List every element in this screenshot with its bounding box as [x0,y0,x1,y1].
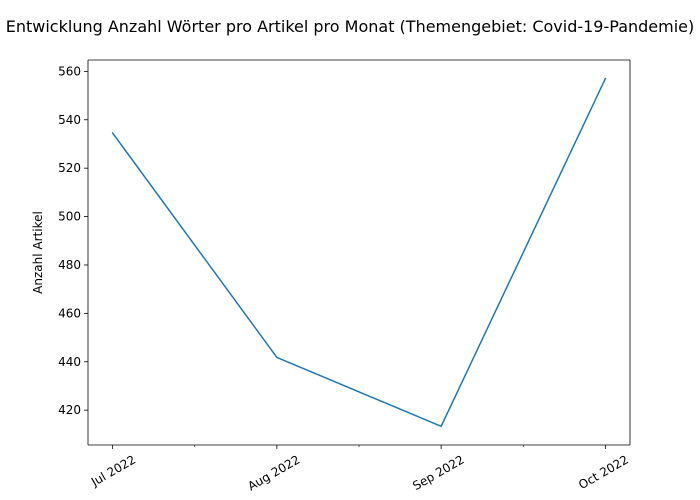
y-tick-label: 420 [58,403,81,417]
y-tick-label: 520 [58,161,81,175]
chart-title: Entwicklung Anzahl Wörter pro Artikel pr… [6,17,695,36]
y-tick-label: 500 [58,210,81,224]
y-axis-label: Anzahl Artikel [31,211,45,294]
y-tick-label: 480 [58,258,81,272]
series-line [111,77,607,428]
y-tick-label: 460 [58,306,81,320]
y-tick-label: 540 [58,113,81,127]
y-tick-label: 560 [58,64,81,78]
y-tick-label: 440 [58,355,81,369]
